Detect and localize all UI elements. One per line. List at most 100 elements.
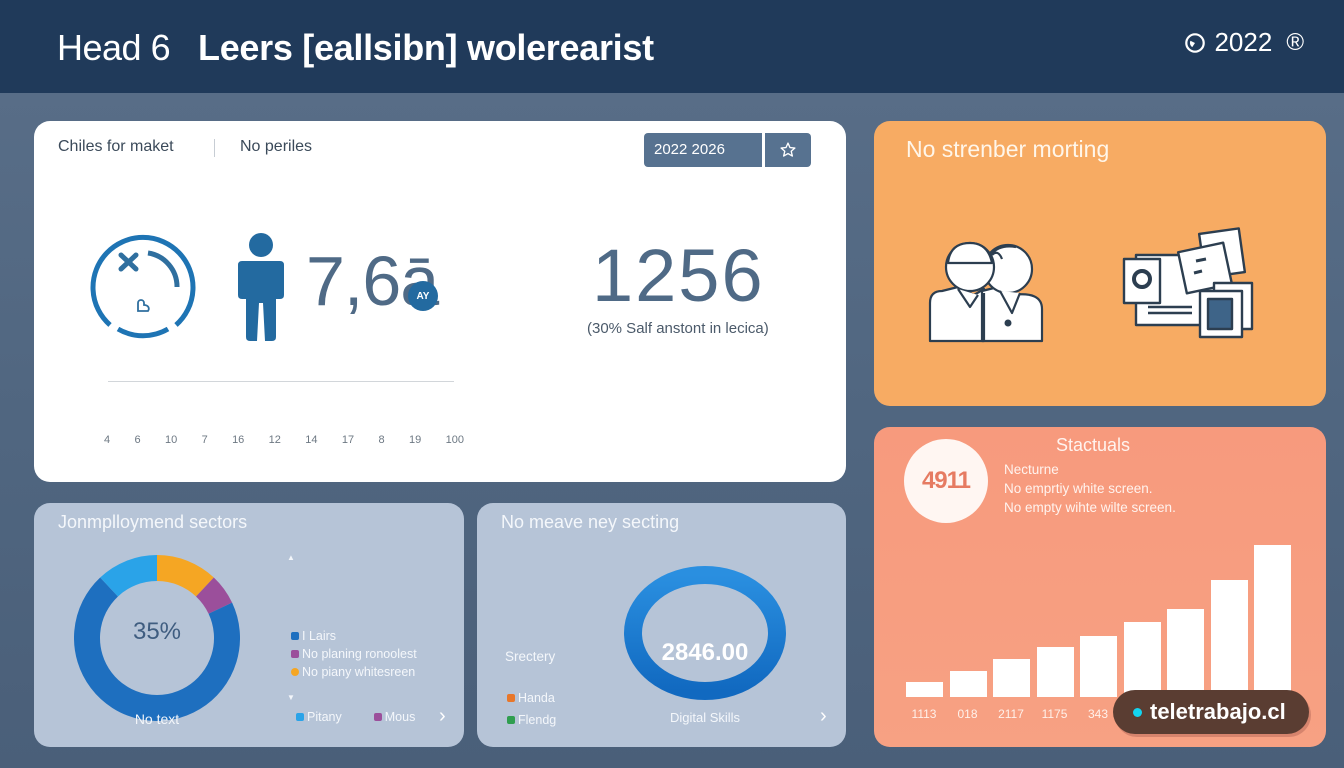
legend-item: Handa — [507, 687, 556, 709]
sectors-caption: No text — [134, 711, 180, 727]
skills-legend: Handa Flendg — [507, 687, 556, 731]
sectors-card: Jonmplloymend sectors 35% No text ▲ I La… — [34, 503, 464, 747]
legend-swatch — [291, 632, 299, 640]
legend-swatch — [507, 694, 515, 702]
gauge-icon — [90, 234, 196, 339]
axis-tick: 6 — [134, 434, 141, 446]
bar-label: 1113 — [911, 707, 937, 721]
dot-icon — [1133, 707, 1142, 717]
sectors-center-value: 35% — [132, 618, 182, 645]
axis-ticks: 4 6 10 7 16 12 14 17 8 19 100 — [104, 434, 464, 446]
page-title: Leers [eallsibn] wolerearist — [198, 27, 654, 68]
skills-center-value: 2846.00 — [661, 639, 749, 666]
legend-item: Pitany — [296, 710, 342, 724]
stats-line: No empty wihte wilte screen. — [1004, 500, 1176, 515]
legend-label: No planing ronoolest — [302, 647, 417, 661]
bar — [1254, 545, 1291, 697]
legend-swatch — [507, 716, 515, 724]
orange-card-title: No strenber morting — [906, 136, 1110, 162]
bar-label: 343 — [1087, 707, 1109, 721]
skills-caption: Digital Skills — [669, 710, 741, 725]
bar — [906, 682, 943, 697]
axis-tick: 7 — [201, 434, 208, 446]
axis-tick: 10 — [164, 434, 178, 446]
bar — [1210, 580, 1248, 697]
kpi-value: 1256 — [592, 234, 765, 317]
chevron-right-icon[interactable]: › — [439, 705, 446, 727]
metric-badge: AY — [408, 281, 438, 311]
axis-tick: 100 — [445, 434, 464, 446]
legend-item: Flendg — [507, 709, 556, 731]
donut-segment — [156, 555, 214, 597]
header-meta: 2022 ® — [1184, 27, 1304, 58]
kpi-subtitle: (30% Salf anstont in lecica) — [587, 320, 769, 337]
chevron-right-icon[interactable]: › — [820, 705, 827, 727]
legend-label: Mous — [384, 710, 416, 724]
watermark-badge: teletrabajo.cl — [1113, 690, 1309, 734]
bar-labels: 1113 018 2117 1175 343 — [906, 707, 1296, 723]
bar — [1123, 622, 1161, 697]
legend-swatch — [291, 650, 299, 658]
stats-line: No emprtiy white screen. — [1004, 481, 1153, 496]
legend-swatch — [291, 668, 299, 676]
sectors-legend-bottom: Pitany Mous — [296, 710, 415, 724]
bar — [949, 671, 987, 697]
donut-segment — [100, 555, 158, 597]
legend-label: I Lairs — [302, 629, 337, 643]
people-icon — [928, 241, 1044, 343]
legend-label: No piany whitesreen — [302, 665, 416, 679]
header-bar: Head 6 Leers [eallsibn] wolerearist 2022… — [0, 0, 1344, 93]
bar — [1036, 647, 1074, 697]
header-year: 2022 — [1214, 27, 1273, 57]
axis-tick: 16 — [232, 434, 245, 446]
skills-ring-chart — [624, 566, 786, 700]
sectors-legend: I Lairs No planing ronoolest No piany wh… — [291, 627, 417, 681]
stats-title: Stactuals — [1056, 435, 1131, 455]
axis-tick: 19 — [408, 434, 422, 446]
axis-line — [108, 381, 454, 382]
legend-item: No piany whitesreen — [291, 663, 417, 681]
bar — [993, 659, 1030, 697]
scroll-down-icon[interactable]: ▼ — [287, 693, 295, 702]
favorite-button[interactable] — [765, 133, 811, 167]
legend-item: I Lairs — [291, 627, 417, 645]
registered-icon: ® — [1286, 28, 1304, 56]
orange-card: No strenber morting — [874, 121, 1326, 406]
tab-divider — [214, 139, 215, 157]
axis-tick: 12 — [268, 434, 281, 446]
skills-side-label: Srectery — [505, 649, 556, 664]
skills-title: No meave ney secting — [501, 512, 680, 532]
date-range-button[interactable]: 2022 2026 — [644, 133, 762, 167]
bar — [1167, 609, 1204, 697]
tab-no-periles[interactable]: No periles — [240, 138, 313, 155]
legend-label: Flendg — [518, 713, 557, 727]
watermark-text: teletrabajo.cl — [1150, 699, 1286, 724]
legend-label: Pitany — [307, 710, 342, 724]
overview-card: Chiles for maket No periles 2022 2026 7,… — [34, 121, 846, 482]
sectors-title: Jonmplloymend sectors — [58, 512, 248, 532]
documents-icon — [1122, 227, 1254, 339]
bar-label: 018 — [957, 707, 978, 721]
stats-lines: Necturne No emprtiy white screen. No emp… — [1004, 460, 1176, 517]
star-icon — [780, 142, 796, 157]
header-label: Head 6 — [57, 27, 171, 68]
legend-swatch — [296, 713, 304, 721]
axis-tick: 17 — [341, 434, 355, 446]
legend-swatch — [373, 713, 382, 721]
bar — [1080, 636, 1117, 697]
bar-label: 2117 — [998, 707, 1024, 721]
donut-segment — [195, 577, 233, 615]
axis-tick: 4 — [104, 434, 111, 446]
axis-tick: 8 — [378, 434, 385, 446]
scroll-up-icon[interactable]: ▲ — [287, 553, 295, 562]
stats-badge: 4911 — [904, 439, 988, 523]
bar-label: 1175 — [1041, 707, 1068, 721]
person-icon — [238, 233, 284, 341]
legend-item: No planing ronoolest — [291, 645, 417, 663]
skills-card: No meave ney secting 2846.00 Srectery Ha… — [477, 503, 846, 747]
axis-tick: 14 — [305, 434, 318, 446]
legend-item: Mous — [373, 710, 416, 724]
tab-chiles-for-maket[interactable]: Chiles for maket — [58, 138, 174, 155]
bar-chart — [906, 537, 1296, 697]
legend-label: Handa — [518, 691, 555, 705]
